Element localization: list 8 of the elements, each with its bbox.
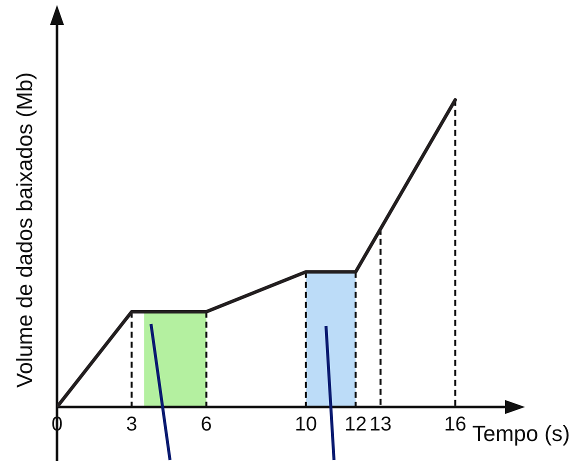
x-tick-label: 10 xyxy=(294,414,318,436)
x-tick-label: 6 xyxy=(200,414,212,436)
y-axis-title: Volume de dados baixados (Mb) xyxy=(12,72,38,388)
x-tick-label: 16 xyxy=(444,414,466,436)
x-tick-label: 13 xyxy=(369,414,392,436)
x-tick-label: 12 xyxy=(344,414,367,436)
x-tick-label: 3 xyxy=(126,414,138,436)
x-axis-title: Tempo (s) xyxy=(472,421,570,446)
